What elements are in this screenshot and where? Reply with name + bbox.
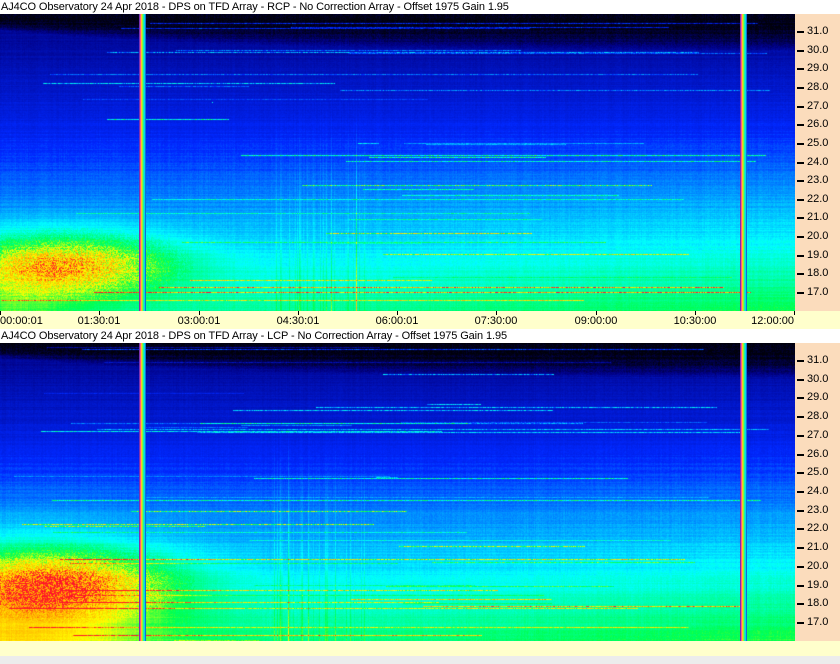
time-tick-mark <box>695 311 696 315</box>
frequency-tick-label: 23.0 <box>807 503 829 516</box>
frequency-tick-label: 26.0 <box>807 118 829 131</box>
frequency-tick-mark <box>797 378 804 381</box>
spectrogram-rcp[interactable] <box>0 14 795 311</box>
time-tick-label: 10:30:00 <box>673 315 717 327</box>
time-tick-label: 09:00:00 <box>574 315 618 327</box>
frequency-tick-mark <box>797 453 804 456</box>
frequency-tick-mark <box>797 622 804 624</box>
time-tick-mark <box>99 311 100 315</box>
frequency-tick-label: 17.0 <box>807 286 829 298</box>
frequency-tick-mark <box>797 217 804 220</box>
frequency-tick-mark <box>797 86 804 89</box>
panel-lcp-title: AJ4CO Observatory 24 Apr 2018 - DPS on T… <box>0 329 840 343</box>
frequency-tick-mark <box>797 360 804 362</box>
time-tick-mark <box>298 311 299 315</box>
frequency-axis-lcp: 31.0 30.0 29.0 28.0 27.0 26.0 25.0 24.0 23.0 22.0… <box>795 343 840 641</box>
frequency-tick-mark <box>797 434 804 437</box>
frequency-tick-label: 27.0 <box>807 99 829 112</box>
frequency-tick-label: 20.0 <box>807 559 829 572</box>
frequency-tick-mark <box>797 491 804 493</box>
frequency-tick-label: 31.0 <box>807 25 829 37</box>
frequency-tick-mark <box>797 528 804 531</box>
frequency-tick-mark <box>797 584 804 587</box>
time-axis-rcp: 00:00:01 01:30:01 03:00:01 04:30:01 06:00:01… <box>0 311 840 329</box>
spectrogram-lcp-canvas[interactable] <box>0 343 795 641</box>
frequency-tick-mark <box>797 161 804 164</box>
frequency-tick-label: 30.0 <box>807 43 829 56</box>
frequency-tick-mark <box>797 416 804 419</box>
frequency-tick-label: 24.0 <box>807 485 829 497</box>
frequency-tick-mark <box>797 254 804 257</box>
frequency-tick-mark <box>797 472 804 475</box>
frequency-tick-label: 23.0 <box>807 174 829 187</box>
frequency-tick-mark <box>797 603 804 606</box>
time-tick-label: 12:00:00 <box>751 315 794 327</box>
frequency-tick-mark <box>797 547 804 550</box>
frequency-tick-mark <box>797 124 804 127</box>
frequency-tick-label: 29.0 <box>807 62 829 75</box>
frequency-tick-mark <box>797 292 804 294</box>
frequency-tick-mark <box>797 236 804 239</box>
panel-rcp-title: AJ4CO Observatory 24 Apr 2018 - DPS on T… <box>0 0 840 14</box>
frequency-tick-mark <box>797 105 804 108</box>
time-tick-label: 01:30:01 <box>77 315 121 327</box>
frequency-tick-mark <box>797 180 804 183</box>
time-tick-mark <box>397 311 398 315</box>
frequency-tick-label: 28.0 <box>807 410 829 423</box>
frequency-tick-label: 21.0 <box>807 541 829 554</box>
frequency-tick-mark <box>797 198 804 201</box>
panel-lcp-plot-row: 31.0 30.0 29.0 28.0 27.0 26.0 25.0 24.0 23.0 22.0… <box>0 343 840 641</box>
frequency-tick-label: 17.0 <box>807 616 829 628</box>
frequency-tick-label: 19.0 <box>807 578 829 591</box>
frequency-tick-label: 18.0 <box>807 267 829 280</box>
frequency-tick-label: 20.0 <box>807 230 829 243</box>
panel-rcp: AJ4CO Observatory 24 Apr 2018 - DPS on T… <box>0 0 840 329</box>
time-tick-mark <box>496 311 497 315</box>
frequency-tick-label: 22.0 <box>807 192 829 205</box>
time-tick-mark <box>794 311 795 315</box>
frequency-tick-label: 25.0 <box>807 466 829 479</box>
frequency-tick-label: 25.0 <box>807 136 829 149</box>
frequency-tick-mark <box>797 397 804 400</box>
frequency-tick-mark <box>797 49 804 52</box>
spectrogram-lcp[interactable] <box>0 343 795 641</box>
spectrogram-rcp-canvas[interactable] <box>0 14 795 311</box>
frequency-tick-mark <box>797 68 804 71</box>
frequency-tick-label: 21.0 <box>807 211 829 224</box>
panel-lcp: AJ4CO Observatory 24 Apr 2018 - DPS on T… <box>0 329 840 641</box>
frequency-tick-label: 26.0 <box>807 447 829 460</box>
frequency-tick-mark <box>797 31 804 33</box>
frequency-tick-label: 24.0 <box>807 155 829 168</box>
frequency-tick-mark <box>797 142 804 145</box>
time-tick-label: 03:00:01 <box>177 315 221 327</box>
time-tick-label: 06:00:01 <box>375 315 419 327</box>
time-tick-label: 07:30:00 <box>474 315 518 327</box>
frequency-tick-mark <box>797 273 804 276</box>
window-bottom-edge <box>0 656 840 664</box>
panel-rcp-plot-row: 31.0 30.0 29.0 28.0 27.0 26.0 25.0 24.0 23.0 22.0… <box>0 14 840 311</box>
time-tick-mark <box>199 311 200 315</box>
time-tick-label: 04:30:01 <box>276 315 320 327</box>
frequency-tick-label: 31.0 <box>807 354 829 366</box>
frequency-tick-mark <box>797 509 804 512</box>
frequency-tick-label: 30.0 <box>807 372 829 385</box>
frequency-tick-label: 28.0 <box>807 80 829 93</box>
frequency-tick-label: 22.0 <box>807 522 829 535</box>
frequency-axis-rcp: 31.0 30.0 29.0 28.0 27.0 26.0 25.0 24.0 23.0 22.0… <box>795 14 840 311</box>
frequency-tick-label: 19.0 <box>807 248 829 261</box>
frequency-tick-label: 27.0 <box>807 428 829 441</box>
time-tick-label: 00:00:01 <box>0 315 43 327</box>
frequency-tick-label: 29.0 <box>807 391 829 404</box>
frequency-tick-mark <box>797 565 804 568</box>
time-tick-mark <box>596 311 597 315</box>
time-tick-mark <box>0 311 1 315</box>
footer-strip <box>0 641 840 656</box>
frequency-tick-label: 18.0 <box>807 597 829 610</box>
